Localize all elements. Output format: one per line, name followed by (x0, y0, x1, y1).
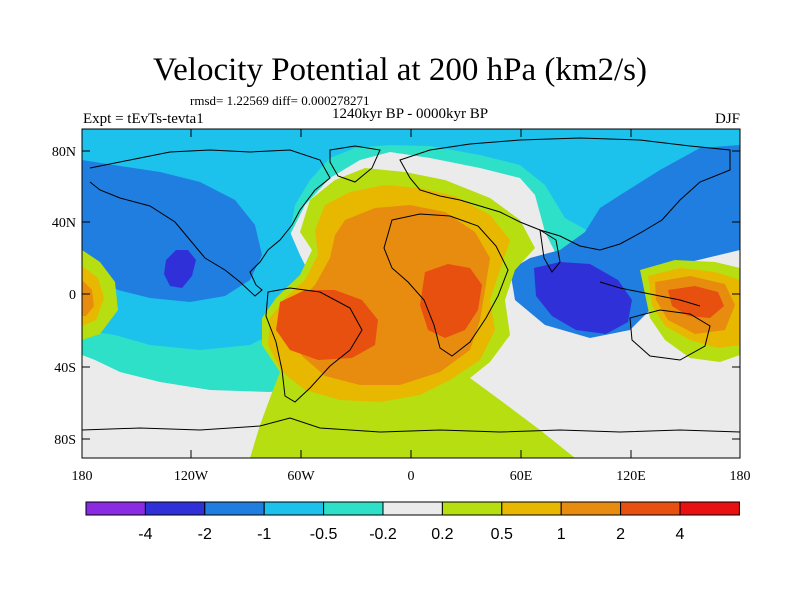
lon-label-0: 0 (408, 469, 415, 484)
coastline-greenland (329, 145, 381, 183)
coastline-north-america (89, 149, 331, 297)
colorbar-label: 4 (676, 526, 685, 543)
colorbar-label: -1 (257, 526, 271, 543)
lat-label-0: 0 (69, 288, 76, 303)
coastline-africa (383, 213, 509, 357)
lat-label-40n: 40N (52, 216, 76, 231)
contour-pos2-epac (668, 286, 724, 318)
coastline-maritime-continent (599, 281, 701, 307)
colorbar-swatch (620, 501, 681, 516)
experiment-label: Expt = tEvTs-tevta1 (83, 111, 204, 127)
lat-label-80s: 80S (54, 433, 76, 448)
colorbar-label: 0.2 (431, 526, 453, 543)
colorbar-label: 1 (557, 526, 566, 543)
colorbar-swatch (560, 501, 622, 516)
contour-map (82, 129, 740, 458)
colorbar-swatch (263, 501, 325, 516)
colorbar: -4 -2 -1 -0.5 -0.2 0.2 0.5 1 2 4 (85, 501, 740, 543)
contour-pos2-africa (420, 264, 482, 338)
lon-label-180w: 180 (72, 469, 93, 484)
coastline-india (539, 229, 561, 273)
colorbar-label: 2 (616, 526, 625, 543)
lon-label-120w: 120W (174, 469, 209, 484)
coastline-south-america (265, 287, 363, 403)
colorbar-swatch (501, 501, 562, 516)
contour-pos1-wpac (82, 280, 94, 316)
lat-label-40s: 40S (54, 361, 76, 376)
lon-label-180e: 180 (730, 469, 751, 484)
contour-neg1-north (82, 129, 740, 350)
colorbar-label: 0.5 (491, 526, 513, 543)
coastlines (82, 137, 740, 433)
contour-pos2-southamerica (276, 290, 378, 360)
lon-label-60w: 60W (287, 469, 315, 484)
coastline-antarctica (82, 417, 740, 433)
map-title: Velocity Potential at 200 hPa (km2/s) (152, 52, 648, 88)
colorbar-swatch (144, 501, 206, 516)
lat-tick-marks (82, 150, 740, 440)
colorbar-label: -2 (198, 526, 212, 543)
colorbar-label: -4 (138, 526, 152, 543)
lon-label-60e: 60E (510, 469, 533, 484)
colorbar-label: -0.2 (369, 526, 397, 543)
period-label: 1240kyr BP - 0000kyr BP (331, 106, 489, 122)
season-label: DJF (714, 111, 740, 127)
contour-neg4-west (164, 250, 196, 288)
lon-tick-marks (190, 129, 632, 458)
colorbar-label: -0.5 (310, 526, 338, 543)
colorbar-swatch (679, 501, 740, 516)
rmsd-diff-stats: rmsd= 1.22569 diff= 0.000278271 (190, 93, 370, 108)
contour-neg2-west (82, 160, 262, 302)
coastline-europe-asia (399, 137, 731, 251)
lat-label-80n: 80N (52, 145, 76, 160)
colorbar-swatch (441, 501, 503, 516)
lon-label-120e: 120E (616, 469, 646, 484)
colorbar-swatch (204, 501, 265, 516)
coastline-australia (629, 309, 711, 361)
contour-neg4-east (534, 262, 632, 334)
colorbar-swatch (323, 501, 384, 516)
colorbar-swatch (85, 501, 146, 516)
colorbar-swatch (382, 501, 443, 516)
